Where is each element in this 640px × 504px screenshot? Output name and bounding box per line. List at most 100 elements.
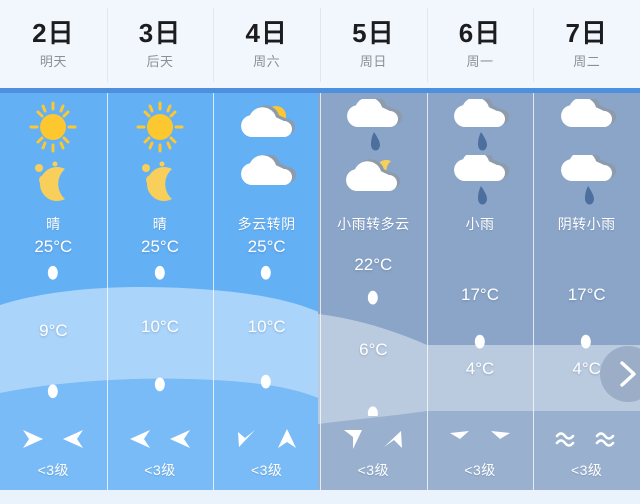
header-weekday: 周六 [253,54,281,69]
header-weekday: 周二 [573,54,601,69]
wind-block: <3级 [427,416,534,490]
wind-block: <3级 [107,416,214,490]
next-days-button[interactable] [600,346,640,402]
header-date: 4日 [245,18,288,48]
sun-behind-cloud-icon [232,99,302,158]
datapoint-markers [367,290,378,416]
condition-label: 多云转阴 [237,216,296,232]
rain-cloud-icon [338,95,408,162]
chevron-right-icon [620,361,636,387]
condition-label: 小雨转多云 [337,216,410,232]
header-weekday: 周日 [359,54,387,69]
datapoint-markers [47,265,58,399]
rain-cloud-icon [445,149,515,216]
wind-level-label: <3级 [464,462,496,478]
forecast-column-5[interactable]: 阴转小雨 17°C 4°C [533,93,640,490]
header-date: 6日 [458,18,502,48]
temperature-chart-cell: 22°C 6°C [320,237,427,416]
rain-cloud-icon [552,149,622,216]
arrow-northeast-icon [384,431,403,448]
wind-block: <3级 [320,416,427,490]
datapoint-markers [581,334,592,349]
sun-icon [21,99,85,160]
wind-level-label: <3级 [357,462,390,478]
weather-icons [427,95,534,209]
datapoint-markers [261,265,272,389]
wind-arrows [20,422,86,456]
arrow-south-icon [344,430,363,449]
header-date: 2日 [32,18,75,48]
weather-icons [213,97,320,209]
wind-block: <3级 [533,416,640,490]
forecast-column-0[interactable]: 晴 25°C 9°C [0,93,107,490]
header-weekday: 明天 [39,54,67,69]
header-weekday: 后天 [146,54,174,69]
forecast-board: 晴 25°C 9°C [0,93,640,490]
temperature-chart-cell: 17°C 4°C [427,237,534,416]
header-date: 5日 [352,18,395,48]
arrow-north-icon [277,429,296,448]
high-temp-label: 25°C [247,237,286,256]
header-divider [0,88,640,93]
arrow-southeast-icon [491,431,511,446]
datapoint-markers [474,334,485,349]
low-temp-label: 10°C [141,317,179,336]
wind-arrows [447,422,513,456]
wind-level-label: <3级 [144,462,176,478]
wind-arrows [340,422,406,456]
forecast-columns: 晴 25°C 9°C [0,93,640,490]
wind-block: <3级 [0,416,107,490]
low-temp-label: 10°C [247,317,286,336]
high-temp-label: 25°C [34,237,73,256]
cloud-icon [232,153,302,204]
low-temp-label: 4°C [465,359,495,378]
low-temp-label: 6°C [359,340,388,359]
moon-behind-cloud-icon [337,155,409,210]
low-temp-label: 4°C [572,359,601,378]
condition-label: 小雨 [465,216,495,232]
wind-arrows [234,422,300,456]
moon-icon [21,155,85,212]
wind-block: <3级 [213,416,320,490]
moon-icon [128,155,192,212]
condition-label: 阴转小雨 [557,216,616,232]
cloud-icon [552,95,622,150]
forecast-column-4[interactable]: 小雨 17°C 4°C [426,93,534,490]
high-temp-label: 17°C [567,285,606,304]
wind-level-label: <3级 [37,462,70,478]
header-cell-2[interactable]: 4日 周六 [213,0,320,88]
wind-level-label: <3级 [250,462,283,478]
sun-icon [128,99,192,160]
header-date: 7日 [565,18,608,48]
forecast-column-1[interactable]: 晴 25°C 10°C [106,93,214,490]
condition-label: 晴 [152,216,168,232]
arrow-southwest-icon [450,431,470,446]
wind-arrows [127,422,193,456]
calm-wave-icon [595,432,614,447]
high-temp-label: 17°C [461,285,500,304]
high-temp-label: 22°C [354,255,393,274]
calm-wave-icon [555,432,574,447]
high-temp-label: 25°C [141,237,179,256]
header-cell-1[interactable]: 3日 后天 [106,0,214,88]
header-cell-5[interactable]: 7日 周二 [533,0,640,88]
rain-cloud-icon [445,95,515,162]
weather-icons [0,97,107,209]
temperature-chart-cell: 25°C 10°C [213,237,320,416]
wind-arrows [554,422,620,456]
datapoint-markers [154,265,165,392]
temperature-chart-cell: 17°C 4°C [533,237,640,416]
header-cell-4[interactable]: 6日 周一 [426,0,534,88]
header-cell-0[interactable]: 2日 明天 [0,0,107,88]
forecast-column-2[interactable]: 多云转阴 25°C 10°C [213,93,320,490]
arrow-west-icon [130,430,150,448]
low-temp-label: 9°C [39,321,68,340]
forecast-column-3[interactable]: 小雨转多云 22°C 6°C [320,93,427,490]
arrow-west-icon [63,430,84,448]
arrow-east-icon [23,430,44,448]
footer-strip [0,490,640,504]
header-cell-3[interactable]: 5日 周日 [320,0,427,88]
arrow-west-icon [170,430,190,448]
arrow-southwest-icon [237,430,255,447]
